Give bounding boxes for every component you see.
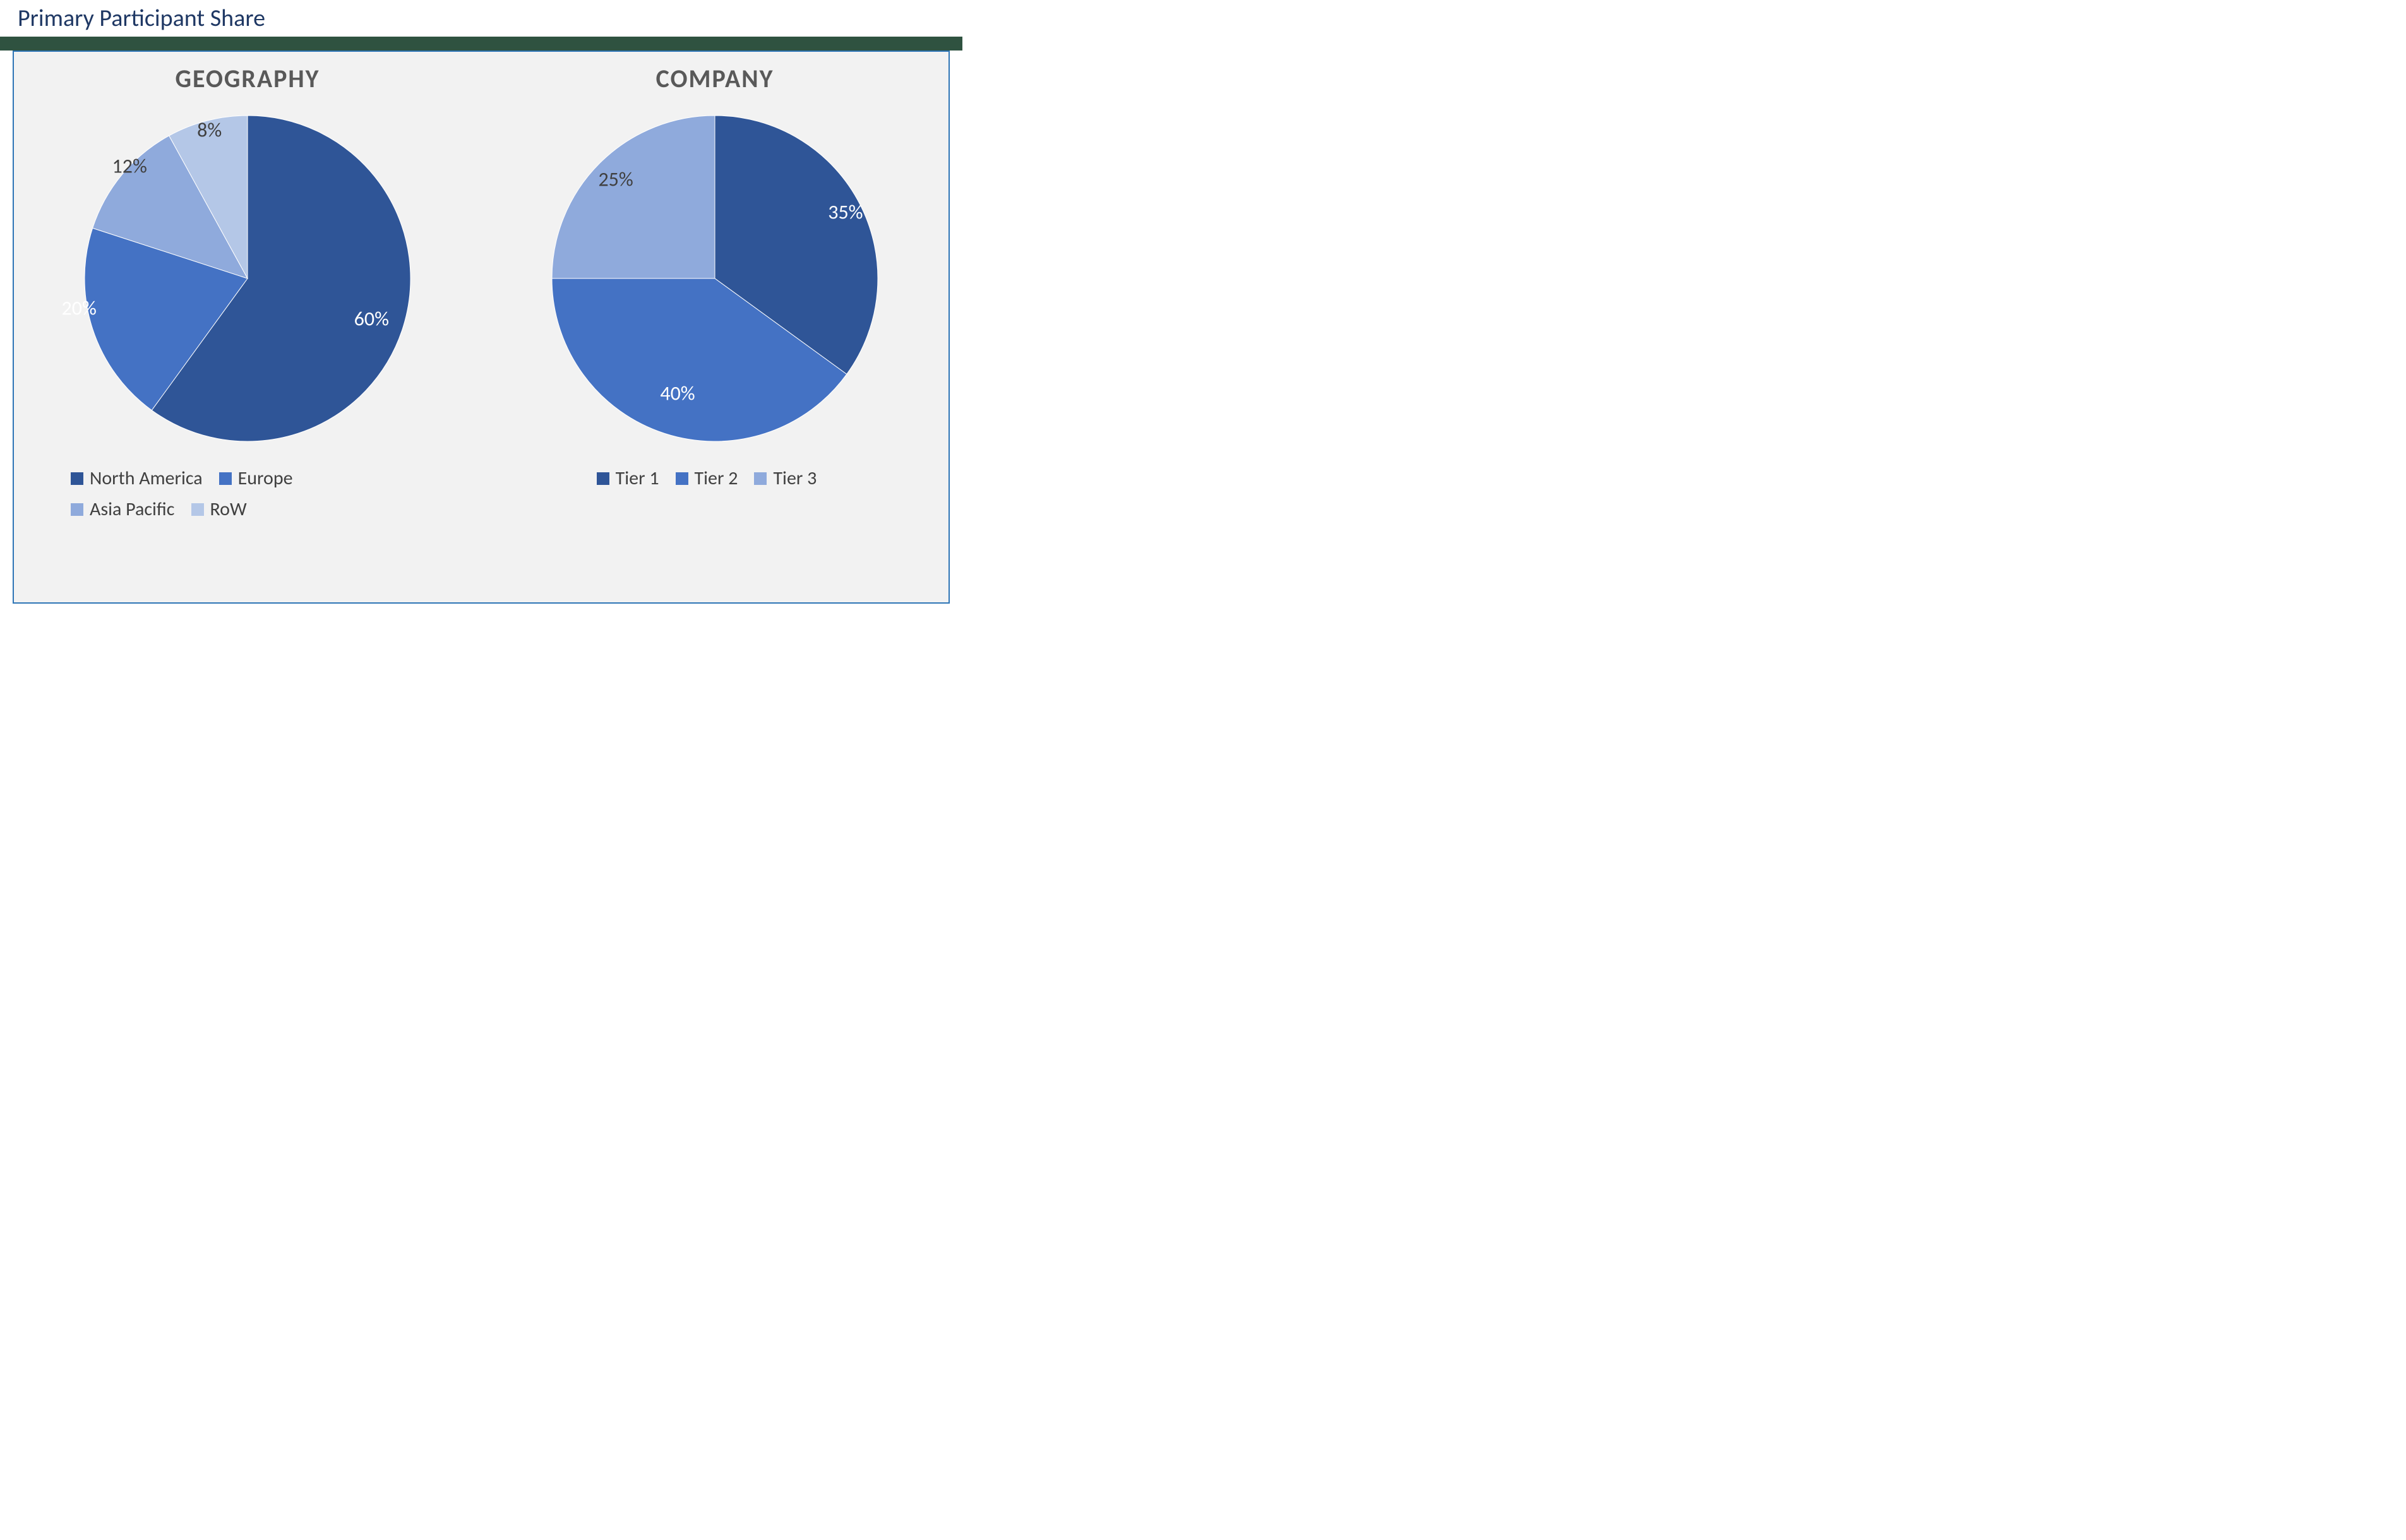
legend-swatch (191, 503, 204, 516)
chart-title-company: COMPANY (656, 63, 774, 94)
legend-label: Tier 1 (616, 467, 659, 490)
pie-company: 35%40%25% (538, 102, 892, 455)
legend-label: North America (90, 467, 203, 490)
legend-swatch (597, 472, 609, 485)
legend-label: RoW (210, 498, 247, 521)
legend-item-geography-0-1: Europe (219, 467, 293, 490)
page-title: Primary Participant Share (18, 4, 265, 33)
chart-cell-geography: GEOGRAPHY 60%20%12%8% North America Europe A… (14, 52, 481, 602)
header-band (0, 37, 962, 51)
legend-label: Europe (238, 467, 293, 490)
page-root: Primary Participant Share GEOGRAPHY 60%20… (0, 0, 962, 616)
legend-label: Asia Pacific (90, 498, 175, 521)
legend-item-company-0-1: Tier 2 (676, 467, 738, 490)
legend-swatch (754, 472, 767, 485)
legend-company: Tier 1 Tier 2 Tier 3 (597, 467, 834, 490)
chart-cell-company: COMPANY 35%40%25% Tier 1 Tier 2 Tier 3 (481, 52, 949, 602)
legend-geography: North America Europe Asia Pacific RoW (71, 467, 424, 521)
legend-item-geography-0-0: North America (71, 467, 203, 490)
legend-swatch (71, 503, 83, 516)
legend-swatch (219, 472, 232, 485)
charts-row: GEOGRAPHY 60%20%12%8% North America Europe A… (14, 52, 949, 602)
legend-swatch (71, 472, 83, 485)
legend-item-geography-1-0: Asia Pacific (71, 498, 175, 521)
legend-item-company-0-2: Tier 3 (754, 467, 817, 490)
pie-svg-company (538, 102, 892, 455)
chart-title-geography: GEOGRAPHY (176, 63, 320, 94)
pie-geography: 60%20%12%8% (71, 102, 424, 455)
legend-label: Tier 3 (773, 467, 817, 490)
pie-slice-company-2 (552, 116, 715, 278)
legend-label: Tier 2 (695, 467, 738, 490)
legend-item-company-0-0: Tier 1 (597, 467, 659, 490)
pie-svg-geography (71, 102, 424, 455)
chart-panel: GEOGRAPHY 60%20%12%8% North America Europe A… (13, 51, 950, 604)
legend-swatch (676, 472, 688, 485)
legend-item-geography-1-1: RoW (191, 498, 247, 521)
